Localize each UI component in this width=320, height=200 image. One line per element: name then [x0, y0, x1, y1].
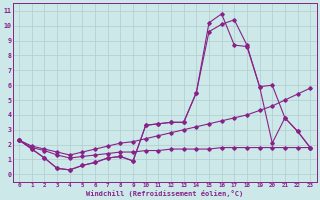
- X-axis label: Windchill (Refroidissement éolien,°C): Windchill (Refroidissement éolien,°C): [86, 190, 243, 197]
